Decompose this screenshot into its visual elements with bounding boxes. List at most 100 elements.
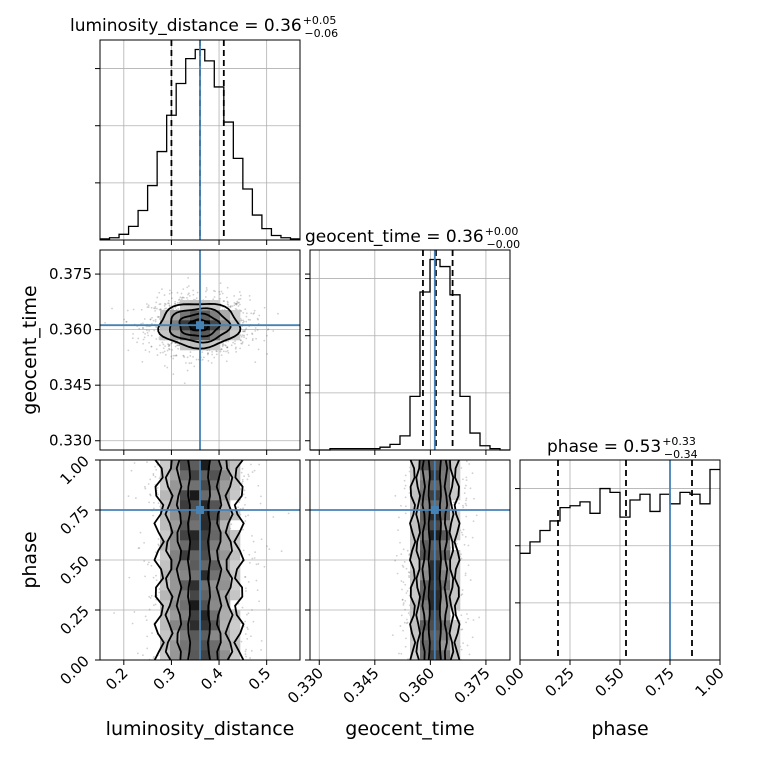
- density-cell: [230, 630, 241, 641]
- sample-point: [158, 544, 160, 547]
- sample-point: [128, 576, 131, 579]
- x-tick-label-phase: 1.00: [691, 664, 727, 700]
- sample-point: [167, 343, 169, 346]
- sample-point: [230, 523, 233, 526]
- sample-point: [189, 355, 192, 357]
- y-tick-label-phase: 0.25: [56, 602, 92, 638]
- sample-point: [157, 316, 160, 319]
- sample-point: [400, 553, 403, 556]
- sample-point: [399, 541, 401, 544]
- sample-point: [241, 330, 244, 333]
- sample-point: [245, 648, 247, 651]
- sample-point: [400, 580, 403, 582]
- sample-point: [241, 467, 244, 470]
- sample-point: [259, 502, 262, 505]
- sample-point: [155, 468, 158, 471]
- sample-point: [136, 652, 139, 655]
- sample-point: [207, 352, 209, 355]
- sample-point: [226, 346, 229, 349]
- sample-point: [236, 300, 239, 303]
- density-cell: [220, 640, 231, 651]
- sample-point: [226, 296, 228, 299]
- sample-point: [195, 358, 198, 361]
- sample-point: [242, 549, 245, 552]
- sample-point: [150, 345, 153, 348]
- sample-point: [257, 322, 260, 325]
- sample-point: [256, 329, 259, 331]
- density-cell: [210, 600, 221, 611]
- sample-point: [468, 463, 471, 465]
- density-cell: [210, 570, 221, 581]
- sample-point: [182, 296, 185, 299]
- sample-point: [177, 344, 179, 347]
- sample-point: [405, 637, 407, 640]
- sample-point: [201, 358, 204, 361]
- sample-point: [401, 599, 404, 601]
- x-tick-label-geocent-time: 0.330: [284, 664, 327, 707]
- density-cell: [180, 590, 191, 601]
- sample-point: [266, 328, 269, 331]
- contour-level-3: [409, 460, 461, 660]
- sample-point: [461, 589, 464, 591]
- sample-point: [166, 349, 169, 352]
- sample-point: [205, 290, 207, 293]
- sample-point: [155, 301, 158, 304]
- sample-point: [252, 312, 255, 315]
- sample-point: [237, 305, 240, 307]
- sample-point: [159, 303, 162, 305]
- sample-point: [146, 461, 148, 464]
- sample-point: [266, 334, 268, 337]
- sample-point: [206, 288, 208, 291]
- sample-point: [251, 332, 253, 335]
- sample-point: [404, 484, 407, 487]
- sample-point: [402, 629, 404, 632]
- sample-point: [169, 289, 171, 292]
- sample-point: [234, 303, 237, 305]
- sample-point: [246, 626, 249, 629]
- sample-point: [182, 296, 184, 299]
- sample-point: [143, 541, 145, 544]
- density-cell: [420, 460, 431, 471]
- sample-point: [163, 350, 166, 353]
- histogram-geocent-time: [310, 250, 510, 451]
- density-cell: [170, 480, 181, 491]
- sample-point: [143, 560, 146, 562]
- sample-point: [245, 312, 248, 315]
- sample-point: [222, 342, 225, 344]
- sample-point: [394, 559, 397, 562]
- sample-point: [159, 351, 162, 354]
- sample-point: [205, 287, 208, 289]
- sample-point: [224, 344, 226, 346]
- sample-point: [201, 351, 204, 354]
- sample-point: [235, 302, 238, 305]
- density-cell: [230, 610, 241, 621]
- density-cell: [450, 530, 461, 541]
- sample-point: [171, 297, 173, 300]
- sample-point: [403, 560, 406, 563]
- sample-point: [256, 589, 259, 592]
- sample-point: [174, 302, 176, 305]
- sample-point: [144, 333, 147, 335]
- sample-point: [263, 306, 266, 309]
- density-cell: [210, 490, 221, 501]
- sample-point: [204, 296, 207, 298]
- sample-point: [172, 354, 175, 357]
- density-cell: [200, 610, 211, 621]
- density-cell: [180, 470, 191, 481]
- sample-point: [162, 343, 165, 346]
- sample-point: [241, 606, 244, 609]
- density-cell: [160, 580, 171, 591]
- density-cell: [230, 540, 241, 551]
- sample-point: [155, 579, 158, 582]
- density-cell: [160, 620, 171, 631]
- sample-point: [400, 614, 403, 617]
- density-cell: [440, 470, 451, 481]
- sample-point: [167, 302, 169, 305]
- sample-point: [263, 565, 266, 568]
- sample-point: [465, 479, 468, 481]
- x-tick-label-phase: 0.50: [591, 664, 627, 700]
- sample-point: [247, 581, 250, 583]
- sample-point: [235, 346, 237, 349]
- sample-point: [186, 369, 189, 372]
